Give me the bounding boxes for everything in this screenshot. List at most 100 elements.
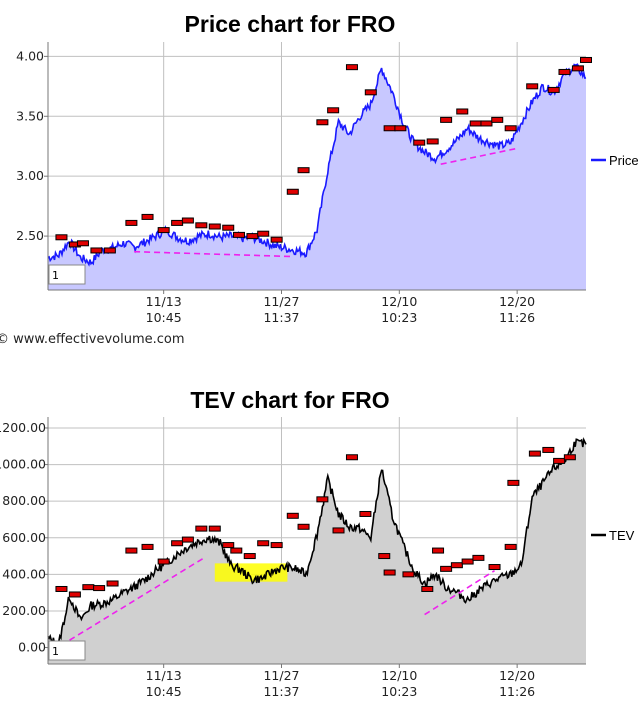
tev-box: 1 (48, 640, 86, 661)
price-signal-marker (504, 125, 517, 132)
tev-x-tick-date: 12/20 (499, 668, 535, 683)
price-legend-label: Price (609, 153, 639, 168)
price-signal-marker (327, 107, 340, 114)
tev-series-line (47, 437, 587, 649)
price-x-tick-time: 11:37 (263, 310, 299, 325)
tev-x-tick-date: 11/27 (263, 668, 299, 683)
tev-signal-marker (82, 584, 95, 591)
price-y-tick-label: 3.00 (16, 168, 44, 183)
price-signal-marker (208, 223, 221, 230)
price-signal-marker (364, 89, 377, 96)
price-signal-marker (297, 167, 310, 174)
price-signal-marker (222, 224, 235, 231)
tev-area-fill (48, 439, 586, 664)
price-signal-marker (413, 139, 426, 146)
price-x-tick-time: 11:26 (499, 310, 535, 325)
tev-y-tick-labels: 0.00 200.00 400.00 600.00 800.00 1000.00 1200.… (0, 420, 48, 655)
tev-signal-marker (542, 446, 555, 453)
tev-y-tick-label: 1000.00 (0, 457, 46, 472)
tev-signal-marker (195, 525, 208, 532)
price-x-tick-date: 11/13 (146, 294, 182, 309)
tev-signal-marker (450, 562, 463, 569)
tev-signal-marker (378, 553, 391, 560)
price-x-tick-time: 10:23 (381, 310, 417, 325)
watermark-text: © www.effectivevolume.com (0, 332, 185, 347)
tev-signal-marker (243, 553, 256, 560)
tev-y-tick-label: 600.00 (2, 530, 46, 545)
tev-y-tick-label: 800.00 (2, 493, 46, 508)
tev-legend-label: TEV (609, 528, 635, 543)
tev-signal-marker (171, 540, 184, 547)
price-signal-marker (345, 64, 358, 71)
price-signal-marker (181, 217, 194, 224)
price-y-tick-label: 2.50 (16, 228, 44, 243)
price-signal-marker (456, 108, 469, 115)
tev-y-tick-label: 200.00 (2, 603, 46, 618)
price-markers (55, 56, 592, 254)
tev-chart: TEV chart for FRO 0.00 200.00 400.00 600.00… (0, 387, 635, 699)
tev-signal-marker (181, 536, 194, 543)
price-x-tick-date: 12/10 (381, 294, 417, 309)
price-signal-marker (125, 219, 138, 226)
tev-x-tick-time: 10:23 (381, 684, 417, 699)
price-box-label: 1 (52, 269, 59, 282)
price-signal-marker (547, 86, 560, 93)
price-series-line (47, 63, 587, 267)
tev-y-tick-label: 0.00 (18, 640, 46, 655)
price-trendline (134, 250, 291, 258)
price-signal-marker (440, 116, 453, 123)
price-signal-marker (103, 247, 116, 254)
price-signal-marker (526, 83, 539, 90)
tev-signal-marker (359, 510, 372, 517)
price-area-fill (48, 64, 586, 290)
price-signal-marker (316, 119, 329, 126)
price-trendline (440, 147, 517, 165)
tev-signal-marker (402, 571, 415, 578)
tev-signal-marker (141, 543, 154, 550)
tev-box-frame (48, 640, 86, 661)
tev-signal-marker (504, 543, 517, 550)
tev-x-tick-time: 11:26 (499, 684, 535, 699)
price-y-tick-labels: 2.50 3.00 3.50 4.00 (16, 48, 48, 243)
price-signal-marker (171, 219, 184, 226)
tev-signal-marker (286, 512, 299, 519)
tev-x-tick-date: 12/10 (381, 668, 417, 683)
tev-x-tick-time: 10:45 (146, 684, 182, 699)
tev-signal-marker (316, 496, 329, 503)
price-signal-marker (580, 56, 592, 63)
price-chart-title: Price chart for FRO (185, 11, 396, 37)
price-signal-marker (76, 240, 89, 247)
tev-signal-marker (472, 554, 485, 561)
price-signal-marker (157, 227, 170, 234)
tev-signal-marker (440, 565, 453, 572)
price-signal-marker (195, 222, 208, 229)
tev-signal-marker (222, 542, 235, 549)
tev-y-tick-label: 400.00 (2, 566, 46, 581)
price-box-frame (48, 264, 86, 285)
tev-signal-marker (257, 540, 270, 547)
price-chart: Price chart for FRO 2.50 3.00 3.50 4.00 11/… (16, 11, 638, 325)
tev-signal-marker (125, 547, 138, 554)
price-y-tick-label: 4.00 (16, 48, 44, 63)
price-signal-marker (480, 120, 493, 127)
tev-legend: TEV (591, 528, 635, 543)
tev-signal-marker (528, 450, 541, 457)
tev-x-tick-time: 11:37 (263, 684, 299, 699)
tev-signal-marker (507, 479, 520, 486)
tev-box-label: 1 (52, 645, 59, 658)
price-signal-marker (232, 231, 245, 238)
price-x-tick-date: 11/27 (263, 294, 299, 309)
price-signal-marker (426, 138, 439, 145)
price-signal-marker (286, 188, 299, 195)
price-signal-marker (55, 234, 68, 241)
price-box: 1 (48, 264, 86, 285)
tev-signal-marker (383, 569, 396, 576)
price-signal-marker (141, 213, 154, 220)
price-signal-marker (246, 233, 259, 240)
tev-signal-marker (230, 547, 243, 554)
price-x-tick-date: 12/20 (499, 294, 535, 309)
tev-signal-marker (157, 558, 170, 565)
tev-chart-title: TEV chart for FRO (190, 387, 389, 413)
tev-signal-marker (55, 585, 68, 592)
